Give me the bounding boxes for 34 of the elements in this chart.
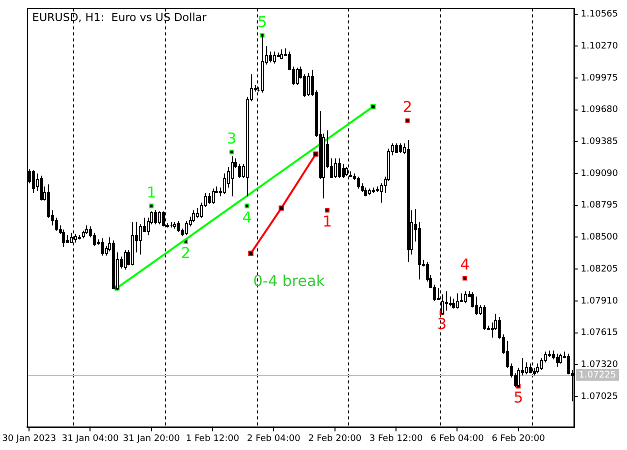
series-label: 1	[146, 183, 156, 202]
annotation: 0-4 break	[253, 272, 326, 290]
y-tick-label: 1.08795	[580, 200, 618, 211]
y-tick-label: 1.09090	[580, 168, 618, 179]
series-label: 5	[257, 12, 268, 31]
series-label: 2	[402, 98, 412, 116]
x-tick-label: 31 Jan 20:00	[122, 434, 180, 444]
y-tick-label: 1.09975	[580, 73, 618, 84]
series-label: 4	[242, 208, 252, 226]
x-tick-label: 3 Feb 12:00	[369, 434, 423, 444]
x-tick-label: 31 Jan 04:00	[62, 434, 119, 444]
series-label: 3	[437, 315, 447, 334]
y-tick-label: 1.09385	[580, 137, 618, 148]
y-tick-label: 1.07025	[580, 392, 618, 402]
series-label: 5	[514, 388, 524, 407]
y-tick-label: 1.08205	[580, 264, 618, 274]
y-tick-label: 1.07615	[580, 328, 618, 338]
x-tick-label: 2 Feb 20:00	[308, 434, 362, 444]
series-label: 3	[226, 129, 236, 148]
y-tick-label: 1.07910	[580, 296, 618, 306]
y-tick-label: 1.08500	[580, 232, 618, 243]
y-tick-label: 1.09680	[580, 105, 618, 116]
series-label: 2	[181, 244, 191, 262]
ref-line-label: 1.07225	[578, 370, 616, 381]
x-tick-label: 1 Feb 12:00	[186, 434, 240, 444]
x-tick-label: 6 Feb 04:00	[430, 434, 484, 444]
y-tick-label: 1.07320	[580, 360, 618, 370]
y-tick-label: 1.10565	[580, 10, 618, 20]
x-tick-label: 2 Feb 04:00	[247, 434, 301, 444]
y-tick-label: 1.10270	[580, 42, 618, 52]
series-label: 1	[322, 212, 332, 231]
series-label: 4	[460, 256, 470, 274]
x-tick-label: 6 Feb 20:00	[492, 434, 546, 444]
x-tick-label: 30 Jan 2023	[2, 434, 56, 444]
